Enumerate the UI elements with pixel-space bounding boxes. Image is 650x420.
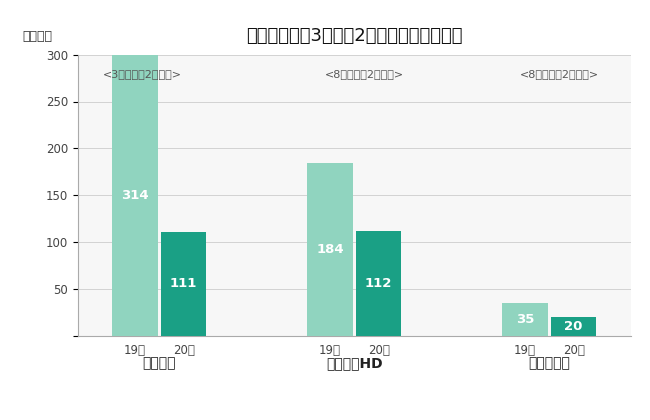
Text: <3月決算第2四半期>: <3月決算第2四半期> [103, 68, 181, 79]
Text: 第一興商: 第一興商 [142, 357, 176, 370]
Text: 35: 35 [515, 313, 534, 326]
Bar [161, 232, 207, 336]
Bar [307, 163, 352, 336]
Text: 鉄人化計画: 鉄人化計画 [528, 357, 570, 370]
Text: 19年: 19年 [124, 344, 146, 357]
Text: 314: 314 [121, 189, 149, 202]
Title: 大手カラオケ3社の第2四半期の売上高比較: 大手カラオケ3社の第2四半期の売上高比較 [246, 27, 463, 45]
Bar [551, 317, 597, 336]
Text: 20: 20 [564, 320, 583, 333]
Text: 111: 111 [170, 278, 198, 291]
Text: 184: 184 [316, 243, 344, 256]
Text: 20年: 20年 [173, 344, 194, 357]
Bar [502, 303, 547, 336]
Text: （億円）: （億円） [23, 30, 53, 43]
Text: コシダカHD: コシダカHD [326, 357, 383, 370]
Bar [112, 42, 157, 336]
Text: <8月決算第2四半期>: <8月決算第2四半期> [520, 68, 599, 79]
Text: 20年: 20年 [563, 344, 584, 357]
Text: 112: 112 [365, 277, 393, 290]
Text: 20年: 20年 [368, 344, 389, 357]
Text: <8月決算第2四半期>: <8月決算第2四半期> [325, 68, 404, 79]
Text: 19年: 19年 [514, 344, 536, 357]
Text: 19年: 19年 [319, 344, 341, 357]
Bar [356, 231, 402, 336]
